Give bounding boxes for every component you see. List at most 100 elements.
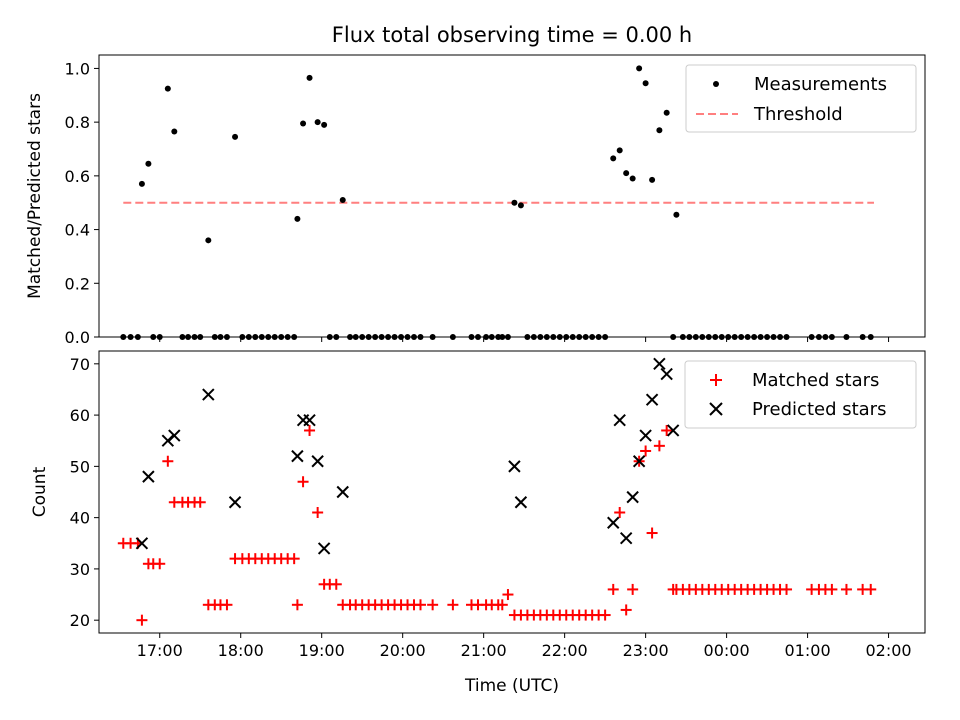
predicted-star-d2 bbox=[311, 455, 324, 468]
predicted-star-point bbox=[508, 460, 521, 473]
predicted-star-point bbox=[653, 357, 666, 371]
predicted-star-point bbox=[619, 531, 633, 545]
predicted-star-d2 bbox=[645, 393, 659, 406]
measurement-point bbox=[164, 85, 171, 92]
predicted-star-point bbox=[291, 449, 304, 463]
measurement-point bbox=[321, 121, 328, 128]
predicted-star-point bbox=[168, 429, 181, 442]
matched-star-point bbox=[136, 614, 148, 626]
predicted-star-point bbox=[613, 414, 626, 427]
x-tick-label: 20:00 bbox=[380, 641, 426, 660]
count-y-tick-label: 50 bbox=[70, 457, 90, 476]
matched-star-point bbox=[221, 599, 233, 611]
ratio-y-tick-label: 0.0 bbox=[65, 328, 90, 347]
predicted-star-d2 bbox=[626, 490, 639, 504]
matched-star-point bbox=[502, 589, 514, 601]
measurement-points bbox=[120, 65, 874, 340]
x-tick-label: 21:00 bbox=[461, 641, 507, 660]
measurement-point bbox=[511, 199, 518, 206]
measurement-point bbox=[629, 175, 636, 182]
matched-star-point bbox=[496, 599, 508, 611]
predicted-star-d2 bbox=[168, 429, 181, 442]
predicted-star-point bbox=[660, 367, 673, 381]
predicted-star-d2 bbox=[135, 537, 149, 550]
ratio-panel: 0.0 0.2 0.4 0.6 0.8 1.0 Matched/Predicted sta… bbox=[25, 54, 926, 347]
predicted-star-d2 bbox=[228, 496, 242, 509]
matched-stars-points bbox=[117, 424, 877, 626]
matched-star-point bbox=[162, 455, 174, 467]
predicted-star-point bbox=[202, 388, 215, 401]
matched-star-point bbox=[304, 424, 316, 436]
matched-star-point bbox=[627, 583, 639, 595]
count-y-tick-label: 20 bbox=[70, 611, 90, 630]
count-y-tick-label: 40 bbox=[70, 509, 90, 528]
matched-star-point bbox=[826, 583, 838, 595]
measurement-point bbox=[649, 176, 656, 183]
count-panel-ticks: 20 30 40 50 60 70 17:00 18:00 19:00 20:00 21:00 22:… bbox=[70, 355, 912, 660]
matched-star-point bbox=[297, 476, 309, 488]
count-panel-frame bbox=[98, 350, 926, 634]
predicted-star-d2 bbox=[508, 460, 521, 473]
predicted-star-d2 bbox=[619, 531, 633, 545]
matched-star-point bbox=[646, 527, 658, 539]
x-tick-label: 18:00 bbox=[218, 641, 264, 660]
measurement-point bbox=[171, 128, 178, 135]
ratio-panel-ticks: 0.0 0.2 0.4 0.6 0.8 1.0 bbox=[65, 59, 890, 347]
predicted-star-point bbox=[336, 485, 349, 499]
predicted-star-d2 bbox=[514, 496, 528, 509]
legend-label-predicted: Predicted stars bbox=[752, 399, 886, 420]
legend-label-measurements: Measurements bbox=[754, 74, 887, 95]
predicted-star-d2 bbox=[666, 424, 680, 437]
predicted-star-point bbox=[607, 516, 620, 529]
matched-star-point bbox=[447, 599, 459, 611]
matched-star-point bbox=[288, 553, 300, 565]
ratio-y-tick-label: 0.2 bbox=[65, 274, 90, 293]
matched-star-point bbox=[194, 496, 206, 508]
predicted-star-point bbox=[135, 537, 149, 550]
predicted-star-d2 bbox=[607, 516, 620, 529]
predicted-star-point bbox=[303, 414, 316, 427]
matched-star-point bbox=[865, 583, 877, 595]
count-y-tick-label: 30 bbox=[70, 560, 90, 579]
matched-star-point bbox=[640, 445, 652, 457]
chart-title: Flux total observing time = 0.00 h bbox=[332, 23, 692, 47]
matched-star-point bbox=[661, 424, 673, 436]
ratio-y-tick-label: 1.0 bbox=[65, 59, 90, 78]
predicted-star-d2 bbox=[303, 414, 316, 427]
measurement-point bbox=[517, 202, 524, 209]
measurement-point bbox=[306, 74, 313, 81]
measurement-point bbox=[205, 237, 212, 244]
x-axis-label: Time (UTC) bbox=[464, 676, 559, 696]
matched-star-point bbox=[620, 604, 632, 616]
ratio-legend: Measurements Threshold bbox=[685, 64, 917, 133]
measurement-point bbox=[610, 155, 617, 162]
matched-star-point bbox=[154, 558, 166, 570]
predicted-stars-points bbox=[135, 357, 680, 555]
count-panel: 20 30 40 50 60 70 17:00 18:00 19:00 20:00 21:00 22:… bbox=[30, 350, 926, 696]
matched-star-point bbox=[614, 507, 626, 519]
measurement-point bbox=[642, 80, 649, 87]
x-tick-label: 02:00 bbox=[866, 641, 912, 660]
measurement-point bbox=[339, 197, 346, 204]
count-legend-box bbox=[684, 360, 917, 429]
measurement-point bbox=[300, 120, 307, 127]
x-tick-label: 00:00 bbox=[704, 641, 750, 660]
matched-star-point bbox=[291, 599, 303, 611]
predicted-star-d2 bbox=[639, 429, 652, 442]
x-tick-label: 17:00 bbox=[137, 641, 183, 660]
ratio-y-tick-label: 0.8 bbox=[65, 113, 90, 132]
predicted-star-point bbox=[645, 393, 659, 406]
measurement-point bbox=[616, 147, 623, 154]
measurement-point bbox=[673, 211, 680, 218]
predicted-star-d2 bbox=[653, 357, 666, 371]
ratio-y-tick-label: 0.4 bbox=[65, 221, 90, 240]
measurement-point bbox=[294, 215, 301, 222]
ratio-panel-frame bbox=[98, 54, 926, 338]
matched-star-point bbox=[312, 507, 324, 519]
legend-marker-matched bbox=[710, 374, 722, 386]
matched-star-point bbox=[653, 440, 665, 452]
predicted-star-point bbox=[666, 424, 680, 437]
ratio-y-tick-label: 0.6 bbox=[65, 167, 90, 186]
predicted-star-point bbox=[639, 429, 652, 442]
